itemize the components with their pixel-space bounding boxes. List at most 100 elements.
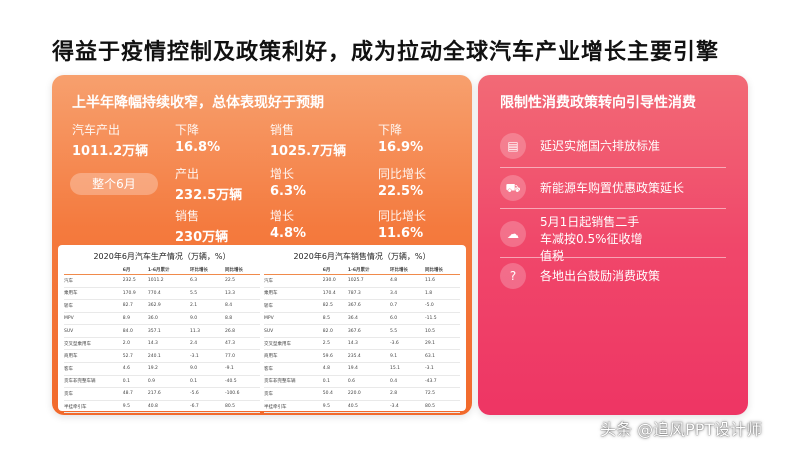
table-body: 汽车 232.5 1011.2 6.3 22.5 乘用车 170.9 770.4 5.5 13.3…	[64, 274, 260, 415]
table-cell: 乘用车	[64, 287, 123, 301]
table-cell: 客车	[264, 362, 323, 376]
table-row: 货车非完整车辆7.932.71.595.0	[264, 412, 460, 415]
table-cell: 0.1	[122, 375, 148, 389]
table-body: 汽车 230.0 1025.7 4.8 11.6 乘用车 170.4 787.3 3.4 1.8 轿…	[264, 274, 460, 415]
table-cell: -5.6	[189, 387, 225, 401]
stat-value: 1011.2万辆	[72, 144, 149, 159]
table-cell: 9.5	[122, 400, 148, 414]
table-cell: 乘用车	[264, 287, 323, 301]
stat-label: 增长	[270, 167, 295, 181]
table-grid: 6月 1-6月累计 环比增长 同比增长 汽车 232.5 1011.2 6.3 22.5 乘用车…	[64, 266, 260, 415]
policy-item: ⛟ 新能源车购置优惠政策延长	[500, 169, 726, 209]
cloud-icon: ☁	[500, 221, 526, 247]
table-row: 商用车 59.6 235.4 9.1 63.1	[264, 349, 460, 364]
june-sales: 销售 230万辆	[175, 207, 228, 245]
table-cell: 货车非完整车辆	[64, 375, 123, 389]
table-row: 半挂牵引车 9.5 40.8 -6.7 80.5	[64, 400, 260, 414]
table-cell: -43.7	[424, 375, 460, 389]
table-cell: 357.1	[147, 324, 190, 338]
policy-text: 延迟实施国六排放标准	[540, 139, 661, 153]
table-cell: 82.7	[122, 299, 148, 313]
column-header: 6月	[122, 266, 148, 275]
table-cell: 货车非完整车辆	[264, 375, 323, 389]
production-sales-card: 上半年降幅持续收窄，总体表现好于预期 汽车产出 1011.2万辆 下降 16.8…	[52, 75, 472, 415]
table-cell: 52.7	[122, 349, 148, 364]
stat-label: 同比增长	[378, 167, 427, 181]
divider	[500, 208, 726, 209]
stat-value: 22.5%	[378, 184, 424, 199]
table-cell: 货车非完整车辆	[64, 412, 123, 415]
table-grid: 6月 1-6月累计 环比增长 同比增长 汽车 230.0 1025.7 4.8 11.6 乘用车…	[264, 266, 460, 415]
page-title: 得益于疫情控制及政策利好，成为拉动全球汽车产业增长主要引擎	[52, 40, 720, 65]
watermark: 头条 @追风PPT设计师	[600, 420, 763, 439]
stat-label: 汽车产出	[72, 123, 121, 137]
table-cell: 82.5	[322, 299, 348, 313]
table-cell: 2.4	[189, 337, 225, 351]
table-cell: 交叉型乘用车	[64, 337, 123, 351]
table-cell: 47.3	[224, 337, 260, 351]
table-cell: SUV	[264, 324, 323, 338]
policy-text: 新能源车购置优惠政策延长	[540, 181, 685, 195]
table-cell: 5.5	[189, 287, 225, 301]
table-cell: 10.5	[424, 324, 460, 338]
stat-label: 同比增长	[378, 209, 427, 223]
table-cell: 8.5	[322, 312, 348, 326]
table-cell: 80.5	[224, 400, 260, 414]
table-caption: 2020年6月汽车销售情况（万辆，%）	[293, 252, 431, 261]
table-row: 交叉型乘用车 2.5 14.3 -3.6 29.1	[264, 337, 460, 351]
column-header: 1-6月累计	[147, 266, 190, 275]
table-cell: 13.3	[224, 287, 260, 301]
table-cell: 217.6	[147, 387, 190, 401]
policy-item: ? 各地出台鼓励消费政策	[500, 257, 726, 297]
table-cell: 0.4	[389, 375, 425, 389]
stat-production: 汽车产出 1011.2万辆	[72, 121, 148, 159]
table-cell: 9.0	[189, 362, 225, 376]
table-cell: 5.5	[389, 324, 425, 338]
stat-label: 下降	[378, 123, 403, 137]
table-cell: 362.9	[147, 299, 190, 313]
table-cell: 220.0	[347, 387, 390, 401]
table-cell: 19.2	[147, 362, 190, 376]
table-cell: 14.3	[347, 337, 390, 351]
column-header	[64, 266, 123, 275]
table-cell: 1.5	[389, 412, 425, 415]
table-cell: 8.9	[122, 312, 148, 326]
june-badge: 整个6月	[70, 173, 158, 195]
table-row: 客车 4.8 19.4 15.1 -3.1	[264, 362, 460, 376]
column-header: 环比增长	[389, 266, 425, 275]
column-header: 1-6月累计	[347, 266, 390, 275]
table-cell: 0.7	[189, 412, 225, 415]
stat-value: 6.3%	[270, 184, 307, 199]
table-cell: 轿车	[64, 299, 123, 313]
column-header: 环比增长	[189, 266, 225, 275]
policy-text: 5月1日起销售二手车减按0.5%征收增值税	[540, 215, 643, 263]
table-cell: 232.5	[122, 274, 148, 288]
table-row: 轿车 82.5 367.6 0.7 -5.0	[264, 299, 460, 313]
table-cell: 0.1	[189, 375, 225, 389]
june-production: 产出 232.5万辆	[175, 165, 242, 203]
stat-value: 232.5万辆	[175, 188, 243, 203]
table-head: 6月 1-6月累计 环比增长 同比增长	[264, 266, 460, 275]
table-cell: 59.6	[322, 349, 348, 364]
table-cell: SUV	[64, 324, 123, 338]
table-row: 货车非完整车辆 0.1 0.9 0.1 -40.5	[64, 375, 260, 389]
column-header: 同比增长	[424, 266, 460, 275]
stat-value: 16.8%	[175, 140, 221, 155]
table-cell: 8.8	[224, 312, 260, 326]
stat-value: 16.9%	[378, 140, 424, 155]
table-cell: 汽车	[264, 274, 323, 288]
stat-value: 4.8%	[270, 226, 307, 241]
june-production-growth: 增长 6.3%	[270, 165, 306, 199]
table-cell: 轿车	[264, 299, 323, 313]
table-row: 汽车 232.5 1011.2 6.3 22.5	[64, 274, 260, 288]
table-cell: 19.4	[347, 362, 390, 376]
table-cell: 230.0	[322, 274, 348, 288]
table-cell: 货车非完整车辆	[264, 412, 323, 415]
divider	[500, 167, 726, 168]
table-cell: 36.4	[347, 312, 390, 326]
june-sales-yoy: 同比增长 11.6%	[378, 207, 426, 241]
table-cell: 80.5	[424, 400, 460, 414]
table-row: 货车 48.7 217.6 -5.6 -100.6	[64, 387, 260, 401]
policy-item: ☁ 5月1日起销售二手车减按0.5%征收增值税	[500, 209, 726, 263]
table-cell: 95.0	[424, 412, 460, 415]
